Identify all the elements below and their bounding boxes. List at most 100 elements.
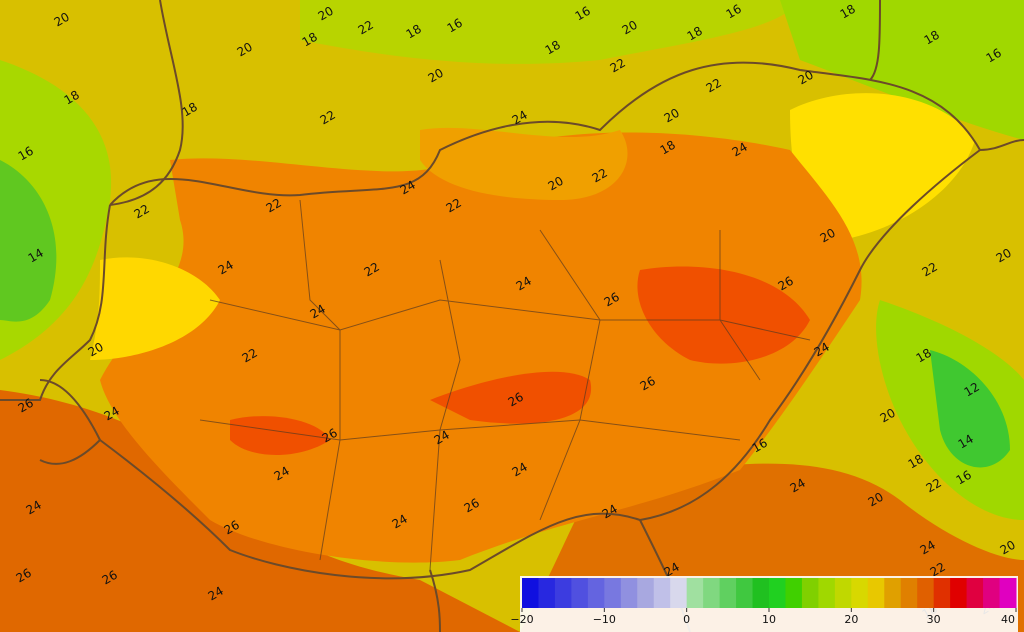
contour-label: 24 <box>730 140 750 160</box>
colorbar-swatch <box>538 578 556 608</box>
contour-label: 18 <box>300 30 320 50</box>
contour-label: 26 <box>100 568 120 588</box>
contour-label: 24 <box>662 560 682 580</box>
contour-label: 18 <box>180 100 200 120</box>
contour-label: 24 <box>272 464 292 484</box>
contour-label: 26 <box>320 426 340 446</box>
contour-label: 24 <box>788 476 808 496</box>
colorbar-swatch <box>554 578 572 608</box>
county-borders <box>199 199 811 571</box>
contour-label: 20 <box>426 66 446 86</box>
contour-label: 26 <box>14 566 34 586</box>
colorbar-swatch <box>999 578 1017 608</box>
contour-label: 18 <box>922 28 942 48</box>
colorbar-swatch <box>736 578 754 608</box>
contour-label: 16 <box>954 468 974 488</box>
colorbar-swatch <box>801 578 819 608</box>
colorbar-swatch <box>950 578 968 608</box>
contour-label: 22 <box>356 18 376 38</box>
contour-label: 18 <box>838 2 858 22</box>
contour-label: 20 <box>796 68 816 88</box>
contour-label: 26 <box>638 374 658 394</box>
colorbar-swatch <box>522 578 539 608</box>
contour-label: 16 <box>573 4 593 24</box>
contour-label: 18 <box>906 452 926 472</box>
colorbar-swatch <box>587 578 605 608</box>
contour-label: 16 <box>750 436 770 456</box>
colorbar-swatch <box>917 578 935 608</box>
contour-label: 22 <box>444 196 464 216</box>
contour-label: 22 <box>608 56 628 76</box>
colorbar: −20 −10 0 10 20 30 40 <box>510 576 1018 632</box>
colorbar-tick-label: −10 <box>593 613 616 626</box>
contour-label: 24 <box>102 404 122 424</box>
contour-label: 22 <box>704 76 724 96</box>
contour-label: 24 <box>812 340 832 360</box>
contour-label: 18 <box>658 138 678 158</box>
contour-label: 26 <box>602 290 622 310</box>
contour-label: 16 <box>16 144 36 164</box>
colorbar-swatch <box>983 578 1001 608</box>
colorbar-tick-label: 10 <box>762 613 776 626</box>
contour-label: 20 <box>994 246 1014 266</box>
contour-label: 24 <box>918 538 938 558</box>
colorbar-swatch <box>686 578 704 608</box>
contour-label: 24 <box>398 178 418 198</box>
contour-label: 22 <box>318 108 338 128</box>
contour-label: 24 <box>216 258 236 278</box>
colorbar-swatch <box>818 578 836 608</box>
contour-label: 20 <box>620 18 640 38</box>
colorbar-swatch <box>867 578 885 608</box>
contour-label: 16 <box>984 46 1004 66</box>
contour-label: 26 <box>16 396 36 416</box>
contour-label: 20 <box>818 226 838 246</box>
colorbar-swatch <box>670 578 688 608</box>
colorbar-swatch <box>785 578 803 608</box>
contour-label: 20 <box>662 106 682 126</box>
contour-label: 24 <box>514 274 534 294</box>
contour-label: 24 <box>390 512 410 532</box>
contour-label: 24 <box>510 460 530 480</box>
contour-label: 24 <box>600 502 620 522</box>
colorbar-swatch <box>637 578 655 608</box>
contour-label: 20 <box>316 4 336 24</box>
contour-label: 24 <box>308 302 328 322</box>
contour-label: 20 <box>998 538 1018 558</box>
contour-label: 24 <box>24 498 44 518</box>
colorbar-swatch <box>571 578 589 608</box>
colorbar-swatch <box>851 578 869 608</box>
contour-label: 20 <box>52 10 72 30</box>
colorbar-swatch <box>719 578 737 608</box>
contour-label: 26 <box>222 518 242 538</box>
contour-label: 22 <box>362 260 382 280</box>
colorbar-tick-label: −20 <box>510 613 533 626</box>
colorbar-swatch <box>653 578 671 608</box>
contour-label: 20 <box>86 340 106 360</box>
contour-label: 12 <box>962 380 982 400</box>
contour-label: 24 <box>432 428 452 448</box>
colorbar-swatch <box>834 578 852 608</box>
contour-label: 22 <box>240 346 260 366</box>
contour-label: 22 <box>132 202 152 222</box>
contour-label: 18 <box>543 38 563 58</box>
contour-label: 24 <box>206 584 226 604</box>
colorbar-swatch <box>900 578 918 608</box>
contour-label: 22 <box>928 560 948 580</box>
contour-label: 16 <box>724 2 744 22</box>
contour-label: 26 <box>776 274 796 294</box>
contour-label: 26 <box>462 496 482 516</box>
contour-label: 18 <box>685 24 705 44</box>
colorbar-tick-label: 20 <box>844 613 858 626</box>
colorbar-swatch <box>752 578 770 608</box>
colorbar-swatch <box>620 578 638 608</box>
contour-label: 20 <box>878 406 898 426</box>
colorbar-tick-label: 40 <box>1001 613 1015 626</box>
contour-label: 18 <box>914 346 934 366</box>
contour-label: 22 <box>924 476 944 496</box>
contour-label: 22 <box>590 166 610 186</box>
contour-label: 18 <box>62 88 82 108</box>
contour-label: 14 <box>956 432 976 452</box>
colorbar-swatch <box>966 578 984 608</box>
